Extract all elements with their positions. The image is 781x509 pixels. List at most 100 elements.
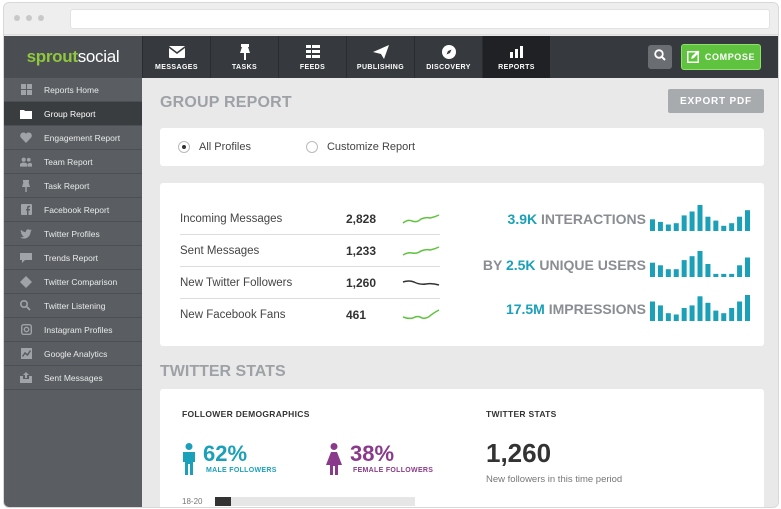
new-followers-caption: New followers in this time period [486,474,623,485]
metric-unique-users: BY 2.5K UNIQUE USERS [483,257,646,273]
feeds-icon [305,44,320,60]
new-followers-count: 1,260 [486,438,552,468]
stat-row-new-twitter-followers: New Twitter Followers 1,260 [180,267,440,299]
sidebar-item-twitter-listening[interactable]: Twitter Listening [4,294,142,318]
metric-prefix: BY [482,257,506,273]
export-pdf-button[interactable]: EXPORT PDF [668,89,764,113]
twitter-stats-heading: TWITTER STATS [486,409,557,419]
bar [705,216,711,231]
sidebar-item-team-report[interactable]: Team Report [4,150,142,174]
trend-sparkline-icon [402,245,440,256]
outbox-icon [20,372,32,384]
nav-discovery[interactable]: DISCOVERY [414,36,482,78]
bar [737,265,743,277]
sidebar-item-sent-messages[interactable]: Sent Messages [4,366,142,390]
bar [673,223,679,231]
compose-button[interactable]: COMPOSE [681,44,761,70]
bar [713,310,719,321]
stat-row-new-facebook-fans: New Facebook Fans 461 [180,299,440,331]
address-bar[interactable] [70,9,770,29]
male-figure-icon [182,443,196,480]
top-navigation: sprout social MESSAGES TASKS FEEDS PUBLIS… [4,36,778,78]
sidebar-item-google-analytics[interactable]: Google Analytics [4,342,142,366]
bar [673,269,679,277]
bar [681,308,687,321]
sidebar-item-task-report[interactable]: Task Report [4,174,142,198]
female-followers-label: FEMALE FOLLOWERS [353,467,434,474]
sidebar-item-reports-home[interactable]: Reports Home [4,78,142,102]
window-dot-close[interactable] [14,15,20,21]
metric-number: 17.5M [505,301,545,317]
metric-suffix: UNIQUE USERS [535,257,646,273]
metric-interactions: 3.9K INTERACTIONS [508,211,646,227]
bar [713,273,719,277]
window-dot-minimize[interactable] [26,15,32,21]
radio-indicator-selected[interactable] [178,141,190,153]
nav-reports[interactable]: REPORTS [482,36,550,78]
compass-icon [441,44,456,60]
sidebar-item-trends-report[interactable]: Trends Report [4,246,142,270]
chat-icon [20,252,32,264]
nav-feeds-label: FEEDS [299,63,326,71]
age-group-label: 18-20 [182,497,203,506]
page-title: GROUP REPORT [160,94,292,111]
nav-tasks-label: TASKS [231,63,258,71]
sidebar-item-label: Twitter Profiles [44,228,100,239]
metric-impressions: 17.5M IMPRESSIONS [506,301,646,317]
sidebar-item-label: Task Report [44,180,90,191]
sidebar-item-twitter-comparison[interactable]: Twitter Comparison [4,270,142,294]
sidebar-item-engagement-report[interactable]: Engagement Report [4,126,142,150]
main-content: GROUP REPORT EXPORT PDF All Profiles Cus… [142,78,778,507]
bar [689,256,695,277]
age-group-bar-fill [215,497,231,506]
metric-number: 3.9K [507,211,538,227]
sidebar-item-instagram-profiles[interactable]: Instagram Profiles [4,318,142,342]
nav-publishing-label: PUBLISHING [356,63,405,71]
nav-publishing[interactable]: PUBLISHING [346,36,414,78]
stat-label: New Facebook Fans [180,309,286,321]
sidebar-item-twitter-profiles[interactable]: Twitter Profiles [4,222,142,246]
bar [729,273,735,277]
instagram-icon [20,324,32,336]
logo-text-sprout: sprout [26,47,78,66]
analytics-icon [20,348,32,360]
sidebar-item-label: Google Analytics [44,348,108,359]
sidebar-item-facebook-report[interactable]: Facebook Report [4,198,142,222]
bar [650,262,655,277]
stat-value: 1,233 [346,243,377,258]
nav-discovery-label: DISCOVERY [426,63,471,71]
male-percentage: 62% [203,441,248,466]
reports-sidebar: Reports Home Group Report Engagement Rep… [4,78,142,507]
bar [705,302,711,321]
sidebar-item-label: Group Report [44,108,96,119]
bar [721,313,727,321]
bar [657,305,663,321]
radio-all-profiles[interactable]: All Profiles [178,141,251,153]
twitter-stats-section-title: TWITTER STATS [160,363,286,380]
window-dot-zoom[interactable] [38,15,44,21]
radio-customize-report[interactable]: Customize Report [305,141,415,153]
nav-messages-label: MESSAGES [155,63,198,71]
facebook-icon [20,204,32,216]
bar [650,301,655,321]
metric-suffix: IMPRESSIONS [544,301,646,317]
bar [673,314,679,321]
browser-window: sprout social MESSAGES TASKS FEEDS PUBLIS… [3,2,779,508]
impressions-bar-chart [650,295,750,321]
nav-messages[interactable]: MESSAGES [142,36,210,78]
search-button[interactable] [648,45,672,69]
compose-label: COMPOSE [704,52,756,62]
bar [729,223,735,231]
radio-indicator[interactable] [305,141,318,153]
stat-value: 1,260 [346,275,377,290]
sidebar-item-label: Facebook Report [44,204,110,215]
folder-icon [20,108,32,120]
nav-tasks[interactable]: TASKS [210,36,278,78]
nav-feeds[interactable]: FEEDS [278,36,346,78]
sidebar-item-label: Twitter Listening [44,300,106,311]
sidebar-item-group-report[interactable]: Group Report [4,102,142,126]
sproutsocial-logo[interactable]: sprout social [4,36,142,78]
sidebar-item-label: Reports Home [44,84,99,95]
stat-row-incoming-messages: Incoming Messages 2,828 [180,203,440,235]
bar [697,205,703,231]
